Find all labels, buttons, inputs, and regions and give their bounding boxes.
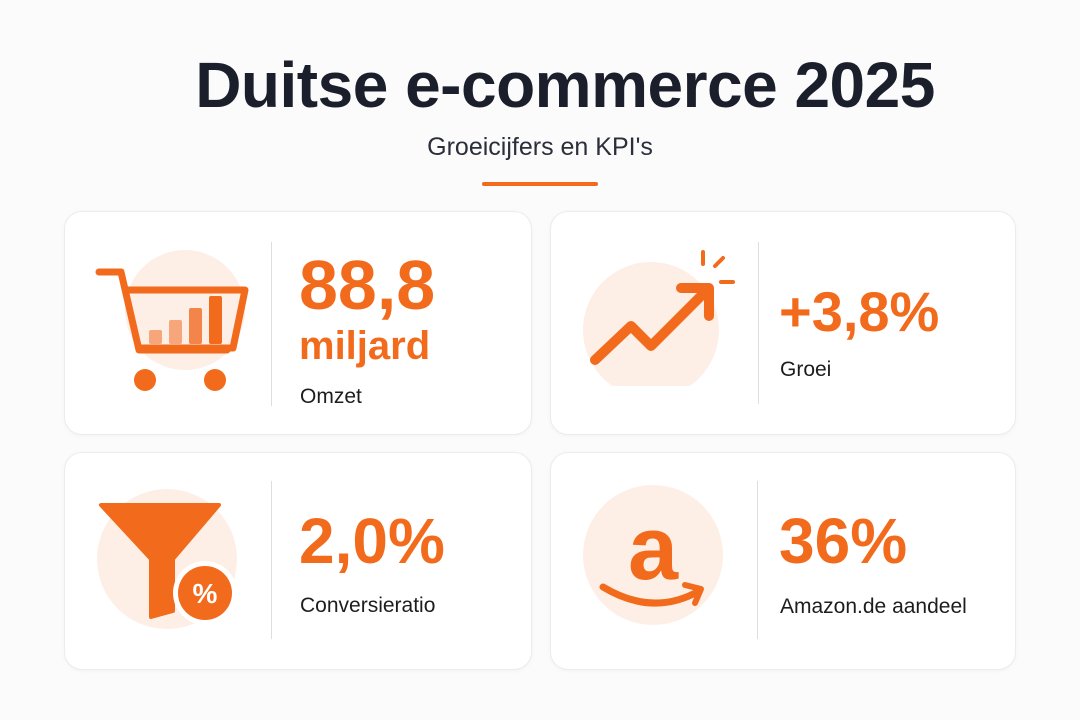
svg-text:a: a <box>628 499 679 599</box>
trending-up-icon <box>579 246 739 398</box>
shopping-cart-icon <box>95 238 255 398</box>
kpi-card-amazon-share: a 36% Amazon.de aandeel <box>550 452 1016 670</box>
revenue-unit: miljard <box>299 324 431 368</box>
amazon-share-value: 36% <box>779 505 908 577</box>
amazon-logo-icon: a <box>581 483 731 633</box>
card-divider <box>271 242 272 406</box>
revenue-value: 88,8 <box>299 246 436 324</box>
card-divider <box>758 242 759 404</box>
page-title: Duitse e-commerce 2025 <box>195 49 935 121</box>
card-divider <box>271 481 272 639</box>
amazon-share-label: Amazon.de aandeel <box>780 595 967 618</box>
revenue-label: Omzet <box>300 385 362 408</box>
growth-value: +3,8% <box>779 280 940 343</box>
kpi-card-growth: +3,8% Groei <box>550 211 1016 435</box>
svg-text:%: % <box>193 578 218 609</box>
page-subtitle: Groeicijfers en KPI's <box>427 133 653 161</box>
card-divider <box>757 481 758 639</box>
conversion-label: Conversieratio <box>300 594 436 617</box>
conversion-value: 2,0% <box>299 505 445 577</box>
growth-label: Groei <box>780 358 832 381</box>
kpi-card-revenue: 88,8 miljard Omzet <box>64 211 532 435</box>
kpi-card-conversion: % 2,0% Conversieratio <box>64 452 532 670</box>
funnel-percent-icon: % <box>93 483 253 633</box>
title-accent-bar <box>482 182 598 186</box>
